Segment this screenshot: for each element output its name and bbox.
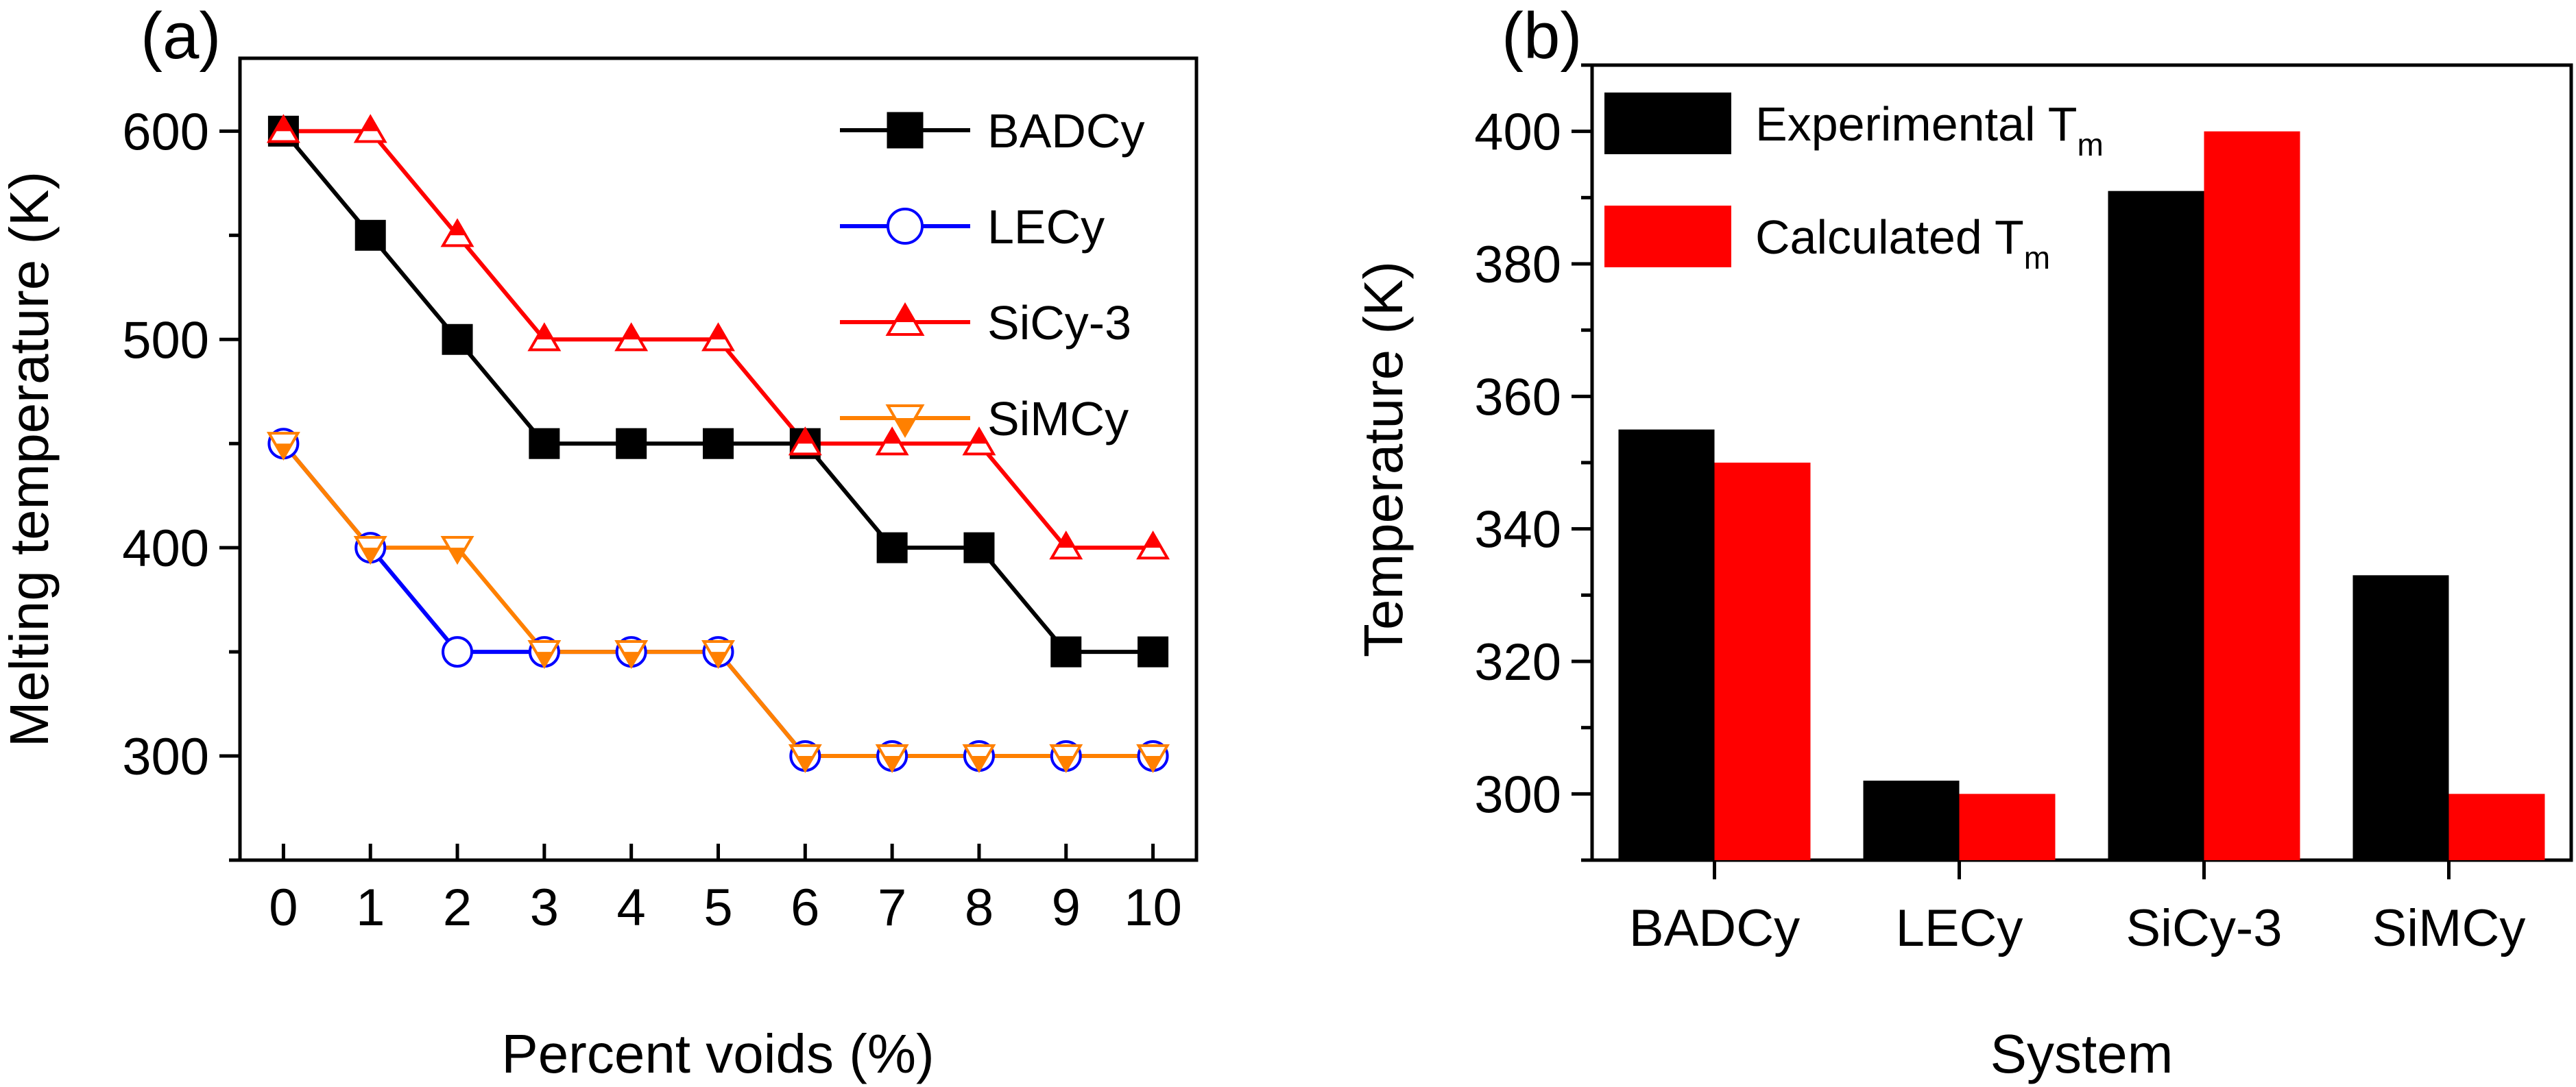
square-marker bbox=[887, 112, 924, 149]
panel-a-legend: BADCy LECy SiCy-3 SiMCy bbox=[840, 104, 1144, 445]
square-marker bbox=[616, 428, 647, 459]
x-tick-label: 3 bbox=[530, 879, 559, 937]
y-tick-label: 400 bbox=[122, 520, 209, 578]
panel-a-ticks: 0 1 2 3 4 5 6 7 8 9 10 300 400 500 600 bbox=[122, 103, 1182, 937]
y-tick-label: 300 bbox=[122, 728, 209, 786]
square-marker bbox=[1050, 636, 1082, 668]
x-tick-label: 4 bbox=[617, 879, 646, 937]
triangle-down-marker bbox=[962, 744, 996, 774]
triangle-up-marker bbox=[440, 218, 474, 247]
legend-swatch bbox=[1604, 206, 1731, 267]
x-tick-label: SiCy-3 bbox=[2126, 899, 2282, 957]
triangle-down-marker bbox=[885, 404, 925, 438]
square-marker bbox=[529, 428, 560, 459]
triangle-up-marker bbox=[1049, 530, 1083, 560]
y-tick-label: 600 bbox=[122, 103, 209, 161]
triangle-up-marker bbox=[788, 426, 822, 456]
x-tick-label: BADCy bbox=[1629, 899, 1800, 957]
bar-sicy-3-calculated bbox=[2204, 131, 2300, 861]
square-marker bbox=[876, 532, 908, 563]
triangle-down-marker bbox=[788, 744, 822, 774]
bar-badcy-experimental bbox=[1618, 429, 1715, 860]
square-marker bbox=[703, 428, 734, 459]
triangle-up-marker bbox=[885, 302, 925, 336]
x-tick-label: 8 bbox=[965, 879, 994, 937]
triangle-up-marker bbox=[701, 322, 735, 352]
panel-a-markers bbox=[266, 114, 1170, 774]
legend-item: SiMCy bbox=[840, 392, 1129, 445]
triangle-up-marker bbox=[875, 426, 909, 456]
panel-b-x-axis-title: System bbox=[1990, 1023, 2174, 1084]
legend-item: SiCy-3 bbox=[840, 296, 1131, 350]
square-marker bbox=[442, 323, 473, 355]
triangle-up-marker bbox=[527, 322, 562, 352]
legend-item: BADCy bbox=[840, 104, 1144, 158]
x-tick-label: 0 bbox=[269, 879, 298, 937]
x-tick-label: 10 bbox=[1124, 879, 1182, 937]
y-tick-label: 360 bbox=[1474, 368, 1561, 426]
panel-a-line-chart: (a) 0 1 2 3 4 5 6 7 8 9 10 300 400 500 600 Percent voi… bbox=[0, 0, 1199, 1084]
triangle-up-marker bbox=[614, 322, 649, 352]
x-tick-label: 2 bbox=[443, 879, 472, 937]
square-marker bbox=[1137, 636, 1169, 668]
square-marker bbox=[354, 219, 386, 251]
panel-a-label: (a) bbox=[141, 0, 221, 73]
triangle-down-marker bbox=[1049, 744, 1083, 774]
legend-swatch bbox=[1604, 93, 1731, 154]
y-tick-label: 320 bbox=[1474, 633, 1561, 692]
y-tick-label: 400 bbox=[1474, 103, 1561, 162]
panel-b-ticks: BADCy LECy SiCy-3 SiMCy 300 320 340 360 380 400 bbox=[1474, 63, 2526, 957]
triangle-down-marker bbox=[875, 744, 909, 774]
panel-a-x-axis-title: Percent voids (%) bbox=[501, 1023, 934, 1084]
circle-marker bbox=[442, 636, 474, 668]
triangle-down-marker bbox=[701, 639, 735, 670]
x-tick-label: LECy bbox=[1896, 899, 2023, 957]
y-tick-label: 380 bbox=[1474, 236, 1561, 294]
legend-item: LECy bbox=[840, 200, 1105, 254]
triangle-down-marker bbox=[353, 536, 387, 565]
panel-b-label: (b) bbox=[1502, 0, 1582, 73]
triangle-down-marker bbox=[266, 432, 300, 461]
x-tick-label: 6 bbox=[791, 879, 819, 937]
triangle-up-marker bbox=[962, 426, 996, 456]
panel-b-y-axis-title: Temperature (K) bbox=[1353, 261, 1414, 657]
triangle-down-marker bbox=[614, 639, 649, 670]
x-tick-label: 1 bbox=[356, 879, 385, 937]
x-tick-label: 7 bbox=[878, 879, 906, 937]
y-tick-label: 340 bbox=[1474, 501, 1561, 559]
bar-sicy-3-experimental bbox=[2108, 191, 2204, 861]
panel-b-bars bbox=[1618, 131, 2545, 861]
bar-lecy-calculated bbox=[1959, 794, 2056, 860]
y-tick-label: 500 bbox=[122, 311, 209, 369]
x-tick-label: 9 bbox=[1052, 879, 1081, 937]
legend-label: BADCy bbox=[987, 104, 1144, 158]
triangle-up-marker bbox=[1136, 530, 1170, 560]
triangle-down-marker bbox=[440, 536, 474, 565]
circle-marker bbox=[887, 208, 924, 245]
x-tick-label: SiMCy bbox=[2372, 899, 2526, 957]
legend-label: SiCy-3 bbox=[987, 296, 1131, 350]
square-marker bbox=[963, 532, 995, 563]
legend-label: LECy bbox=[987, 200, 1105, 254]
triangle-up-marker bbox=[266, 114, 300, 143]
bar-lecy-experimental bbox=[1863, 781, 1960, 860]
bar-simcy-calculated bbox=[2448, 794, 2545, 860]
triangle-up-marker bbox=[353, 114, 387, 143]
bar-simcy-experimental bbox=[2352, 575, 2449, 860]
bar-badcy-calculated bbox=[1714, 463, 1811, 860]
legend-label: SiMCy bbox=[987, 392, 1129, 445]
x-tick-label: 5 bbox=[703, 879, 732, 937]
triangle-down-marker bbox=[1136, 744, 1170, 774]
panel-a-y-axis-title: Melting temperature (K) bbox=[0, 171, 60, 747]
triangle-down-marker bbox=[527, 639, 562, 670]
y-tick-label: 300 bbox=[1474, 766, 1561, 824]
